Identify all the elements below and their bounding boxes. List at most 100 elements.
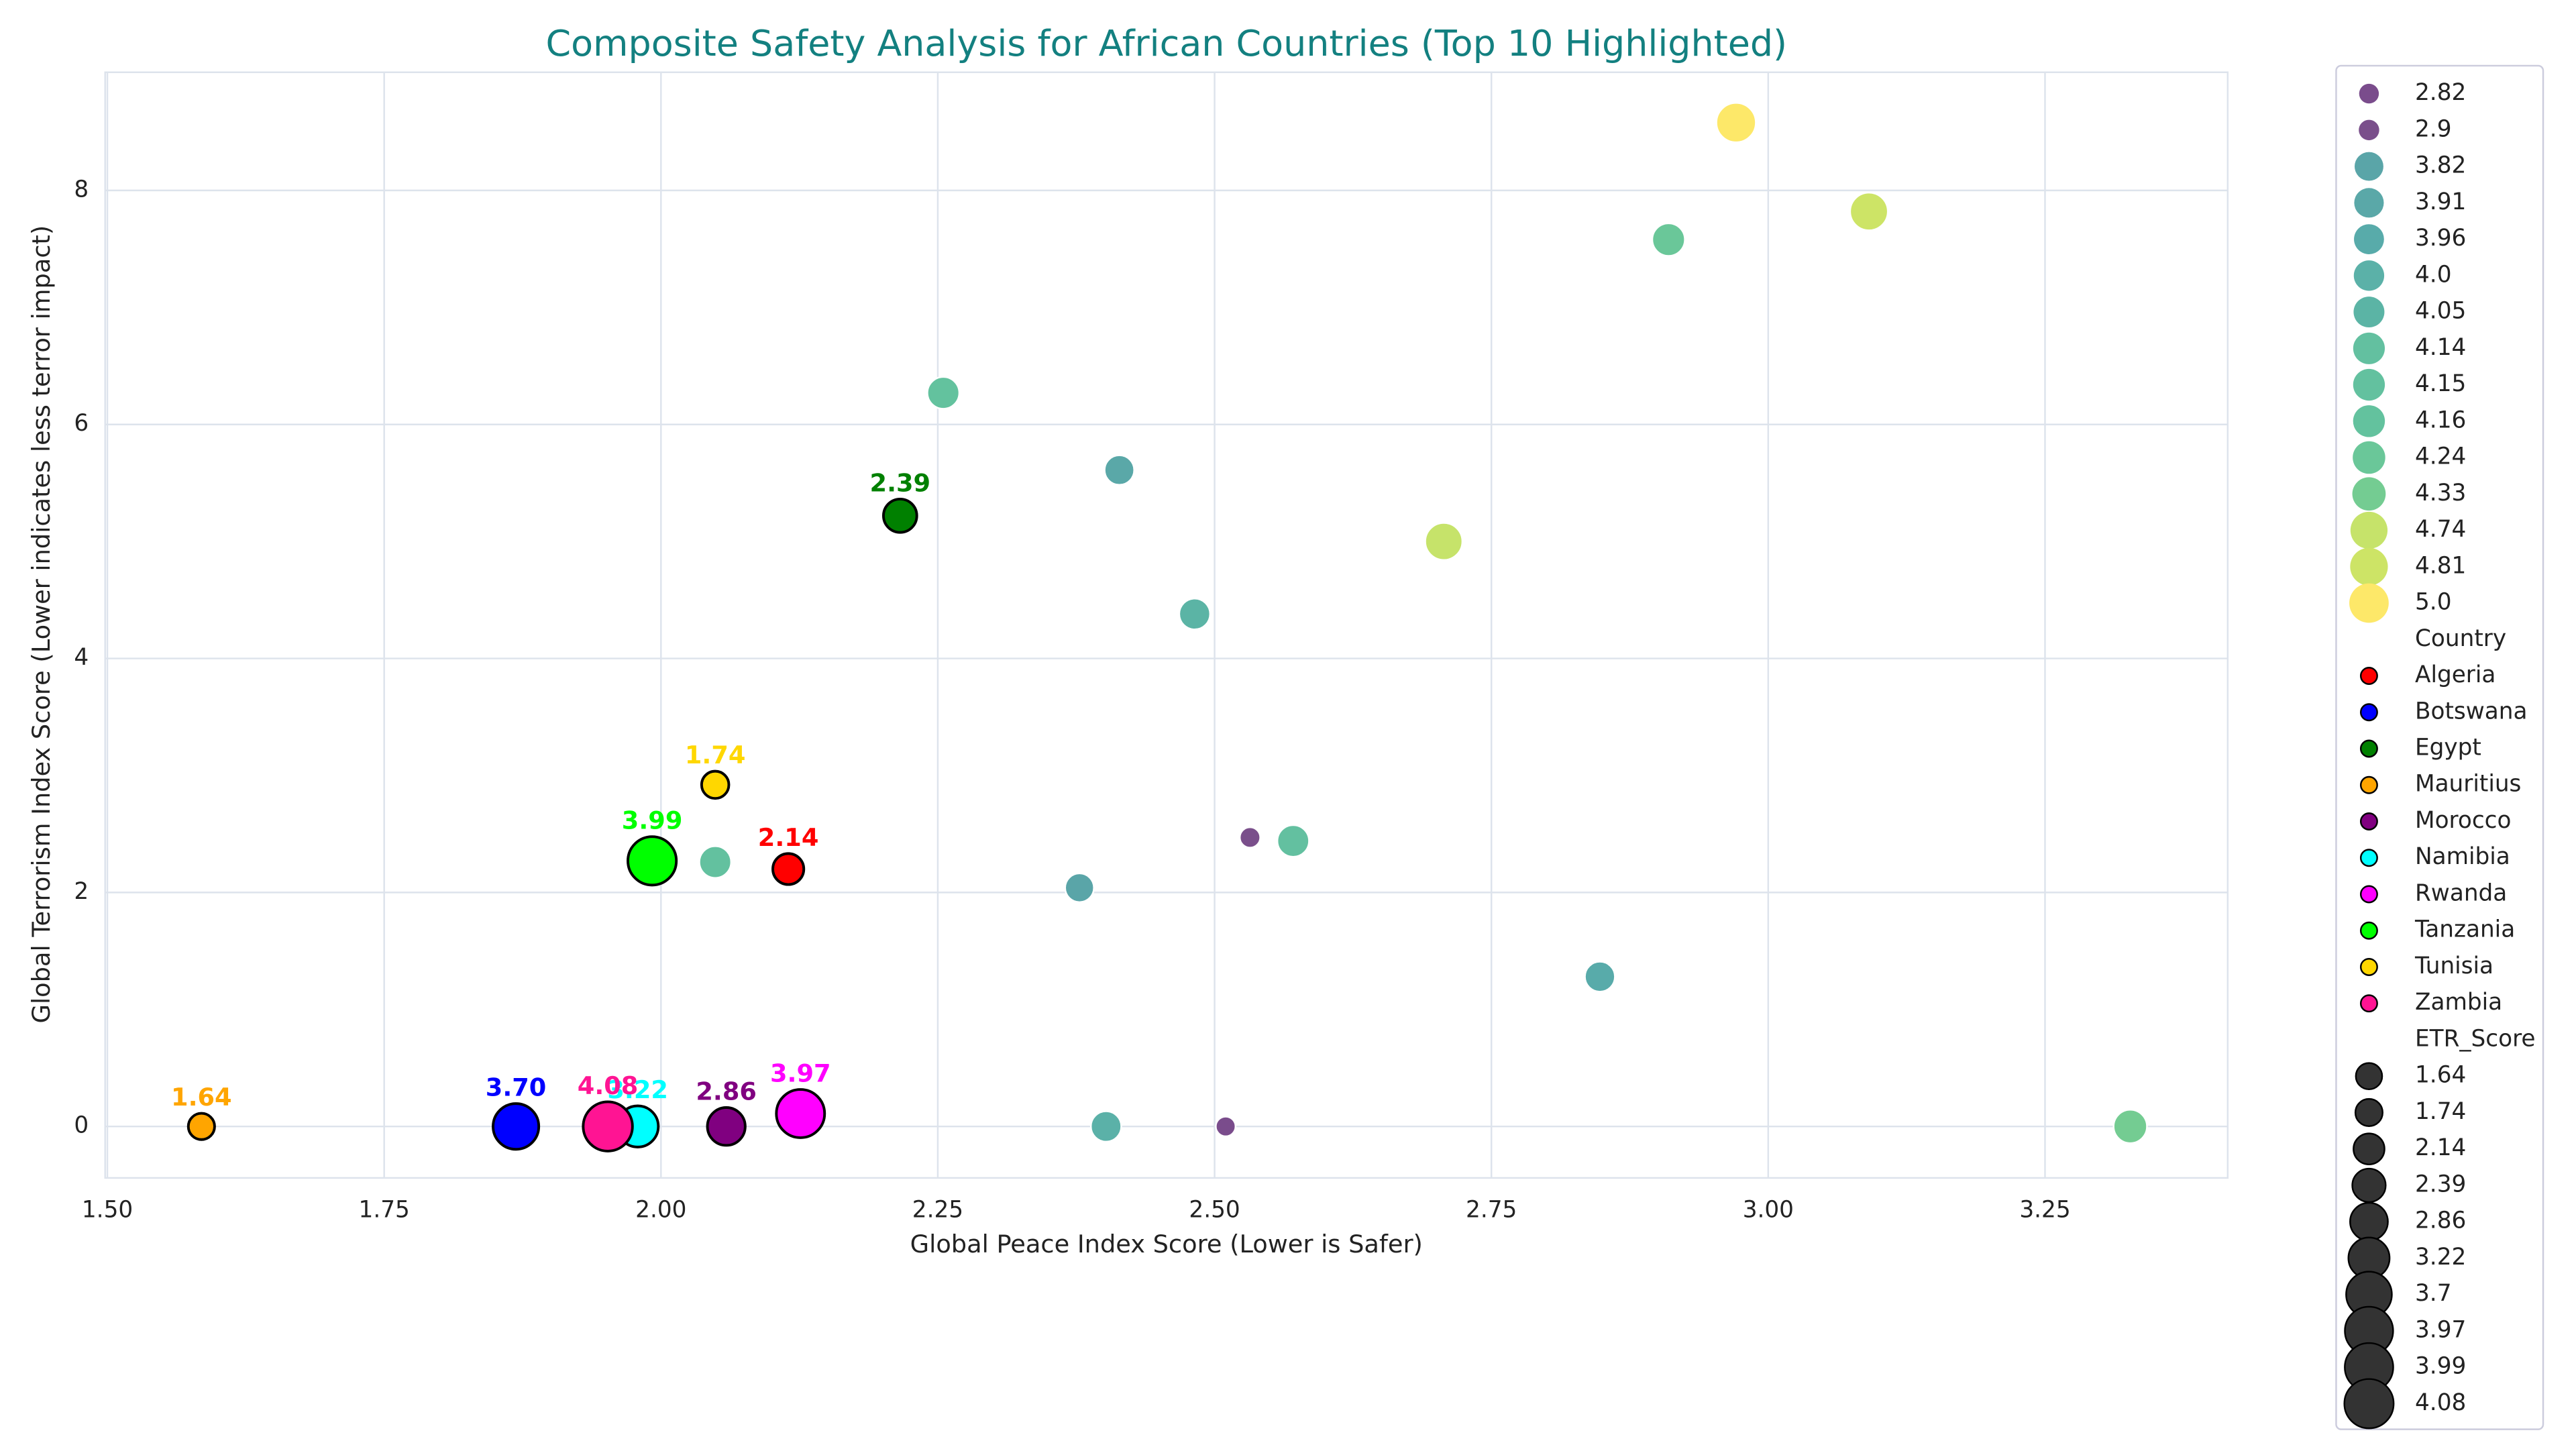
legend-box <box>2335 64 2544 1430</box>
legend-label: 4.0 <box>2415 261 2452 288</box>
legend-marker <box>2359 119 2379 141</box>
legend-label: 2.14 <box>2415 1134 2466 1161</box>
legend-label: 4.24 <box>2415 443 2466 470</box>
background-point <box>1238 826 1261 849</box>
x-tick-label: 1.75 <box>359 1196 410 1223</box>
value-label: 2.39 <box>870 468 931 497</box>
legend-marker <box>2359 703 2378 722</box>
legend-marker <box>2350 547 2388 586</box>
plot-frame <box>104 71 2229 1179</box>
legend-marker <box>2359 83 2379 104</box>
y-axis-label: Global Terrorism Index Score (Lower indi… <box>27 225 56 1024</box>
legend-marker <box>2353 441 2385 474</box>
value-label: 3.97 <box>770 1059 831 1087</box>
y-tick-label: 8 <box>74 176 89 203</box>
legend-marker <box>2353 1132 2385 1166</box>
legend-label: Rwanda <box>2415 879 2507 906</box>
legend-marker <box>2353 332 2385 364</box>
legend-marker <box>2354 1097 2383 1127</box>
value-label: 4.08 <box>578 1071 639 1100</box>
background-point <box>1424 522 1464 561</box>
legend-marker <box>2359 812 2378 830</box>
highlight-point <box>700 769 731 800</box>
chart-title: Composite Safety Analysis for African Co… <box>545 22 1787 64</box>
legend-label: 4.33 <box>2415 480 2466 506</box>
x-tick-label: 2.50 <box>1189 1196 1240 1223</box>
legend-marker <box>2359 667 2378 685</box>
value-label: 2.86 <box>696 1077 757 1106</box>
legend-marker <box>2350 511 2388 549</box>
legend-label: 2.82 <box>2415 79 2466 106</box>
legend-marker <box>2353 260 2385 291</box>
highlight-point <box>627 835 678 887</box>
legend-label: Algeria <box>2415 661 2496 688</box>
background-point <box>1215 1116 1236 1138</box>
legend-marker <box>2355 1062 2383 1091</box>
highlight-point <box>582 1100 634 1152</box>
legend-marker <box>2359 849 2378 867</box>
y-tick-label: 0 <box>74 1112 89 1139</box>
highlight-point <box>771 852 806 886</box>
legend-label: 2.39 <box>2415 1171 2466 1197</box>
legend-marker <box>2343 1378 2395 1430</box>
legend-label: 4.15 <box>2415 370 2466 397</box>
value-label: 1.64 <box>171 1083 232 1112</box>
highlight-point <box>882 497 918 534</box>
legend-label: 3.99 <box>2415 1353 2466 1380</box>
value-label: 3.22 <box>607 1075 668 1104</box>
background-point <box>926 376 961 410</box>
legend-title: ETR_Score <box>2415 1025 2535 1052</box>
legend-marker <box>2353 405 2385 437</box>
legend-marker <box>2359 921 2378 940</box>
legend-marker <box>2359 775 2378 794</box>
value-label: 1.74 <box>685 741 746 769</box>
x-tick-label: 2.00 <box>635 1196 686 1223</box>
legend-marker <box>2352 477 2386 511</box>
background-point <box>1715 102 1757 144</box>
background-point <box>2112 1109 2148 1144</box>
legend-label: Botswana <box>2415 698 2528 724</box>
legend-label: 3.97 <box>2415 1316 2466 1343</box>
x-axis-label: Global Peace Index Score (Lower is Safer… <box>910 1230 1423 1258</box>
highlight-point <box>775 1088 826 1139</box>
legend-marker <box>2349 1201 2389 1242</box>
background-point <box>1276 824 1310 858</box>
legend-label: 3.22 <box>2415 1244 2466 1271</box>
legend-label: Tanzania <box>2414 916 2515 943</box>
legend-marker <box>2351 1167 2387 1203</box>
legend-label: 4.74 <box>2415 516 2466 543</box>
highlight-point <box>492 1102 541 1151</box>
background-point <box>1849 191 1889 231</box>
legend-label: Egypt <box>2415 735 2481 761</box>
legend-marker <box>2359 994 2378 1013</box>
x-tick-label: 1.50 <box>82 1196 133 1223</box>
legend-marker <box>2359 885 2378 904</box>
legend-marker <box>2349 583 2389 623</box>
legend-label: 2.9 <box>2415 115 2452 142</box>
legend-label: 4.81 <box>2415 552 2466 579</box>
legend-marker <box>2353 297 2385 328</box>
background-point <box>1584 961 1616 993</box>
value-label: 3.99 <box>622 806 683 835</box>
legend-label: 4.08 <box>2415 1389 2466 1416</box>
legend-marker <box>2359 957 2378 976</box>
legend-label: 3.82 <box>2415 152 2466 179</box>
y-tick-label: 4 <box>74 644 89 671</box>
legend-label: 3.96 <box>2415 225 2466 252</box>
legend-label: Morocco <box>2415 807 2511 834</box>
legend-label: Tunisia <box>2414 953 2493 979</box>
legend-label: 3.91 <box>2415 189 2466 215</box>
legend-label: 4.14 <box>2415 334 2466 361</box>
legend-label: Namibia <box>2415 843 2510 870</box>
highlight-point <box>186 1112 216 1141</box>
legend-marker <box>2354 224 2384 254</box>
background-point <box>1089 1110 1122 1143</box>
background-point <box>698 845 733 879</box>
background-point <box>1651 222 1686 257</box>
background-point <box>1104 454 1135 486</box>
legend-title: Country <box>2415 625 2506 652</box>
legend-marker <box>2354 152 2383 181</box>
highlight-point <box>706 1106 747 1147</box>
